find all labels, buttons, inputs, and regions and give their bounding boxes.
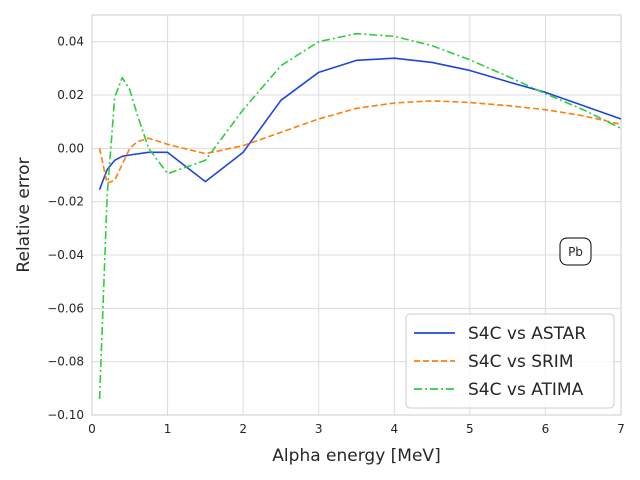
element-annotation: Pb [559,237,592,266]
x-tick-label: 0 [88,422,96,436]
y-tick-label: 0.00 [57,141,84,155]
annotation-box [559,237,592,266]
legend-entry-label: S4C vs ASTAR [468,324,586,344]
series-line-s4c-vs-srim [98,100,622,184]
y-tick-label: −0.06 [47,301,84,315]
series-line-s4c-vs-atima [98,32,622,400]
x-tick-label: 4 [390,422,398,436]
x-tick-label: 6 [542,422,550,436]
x-axis-title: Alpha energy [MeV] [272,446,440,466]
legend-box [405,313,615,409]
y-tick-label: 0.04 [57,35,84,49]
x-tick-label: 3 [315,422,323,436]
y-tick-label: 0.02 [57,88,84,102]
y-tick-label: −0.02 [47,195,84,209]
legend-entry-label: S4C vs ATIMA [468,380,584,400]
x-tick-label: 7 [617,422,625,436]
y-tick-label: −0.10 [47,408,84,422]
y-tick-label: −0.08 [47,355,84,369]
x-tick-label: 2 [239,422,247,436]
series-line-s4c-vs-astar [98,57,622,190]
series-layer [98,32,622,400]
y-axis-title: Relative error [14,157,34,272]
annotation-label: Pb [568,245,583,259]
x-tick-label: 1 [164,422,172,436]
tick-labels: 0 1 2 3 4 5 6 7 −0.10 −0.08 −0.06 −0.04 −0.02 0.00 0.0… [47,35,625,436]
legend: S4C vs ASTAR S4C vs SRIM S4C vs ATIMA [405,313,615,409]
y-tick-label: −0.04 [47,248,84,262]
legend-entry-label: S4C vs SRIM [468,352,574,372]
x-tick-label: 5 [466,422,474,436]
plot-area-frame [91,14,622,416]
